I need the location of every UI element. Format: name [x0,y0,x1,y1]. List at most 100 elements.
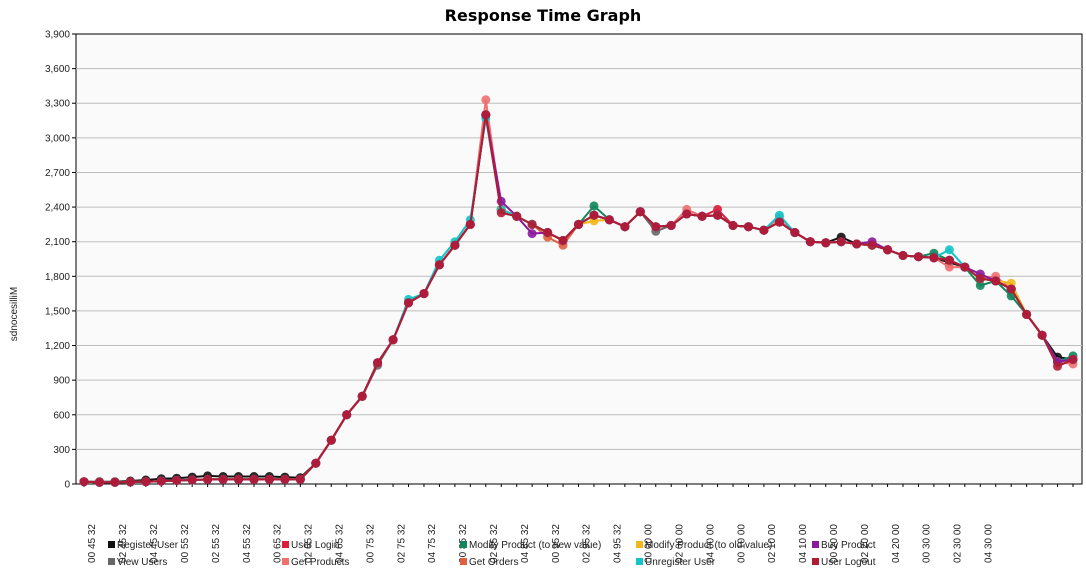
data-point [867,240,877,250]
chart-title: Response Time Graph [445,6,642,25]
data-point [975,281,985,290]
y-tick-label: 300 [53,445,70,456]
data-point [234,474,243,484]
data-point [836,237,846,247]
x-tick-label: 04 75 32 [427,524,438,563]
legend-label: Get Orders [469,557,518,568]
y-tick-label: 600 [53,410,70,421]
series-user-logout [79,110,1078,487]
data-point [141,477,151,487]
data-point [203,474,213,484]
legend-label: Unregister User [645,557,716,568]
x-tick-label: 02 65 32 [304,524,315,563]
data-point [1068,354,1078,364]
x-tick-label: 02 45 32 [118,524,129,563]
data-point [713,210,723,220]
data-point [264,474,274,484]
data-point [388,335,398,345]
data-point [944,255,954,265]
data-point [635,207,645,217]
data-point [357,391,367,401]
x-tick-label: 00 00 00 [644,524,655,563]
x-tick-label: 04 20 00 [891,524,902,563]
y-axis-label: sdnocesilliM [9,287,20,341]
x-tick-label: 02 10 00 [767,524,778,563]
data-point [558,236,568,245]
x-tick-label: 02 00 00 [674,524,685,563]
y-tick-label: 0 [64,480,70,491]
legend-swatch [282,558,289,565]
x-tick-label: 00 30 00 [922,524,933,563]
data-point [156,476,166,486]
data-point [295,474,305,484]
data-point [527,229,537,239]
legend-label: User Login [291,540,339,551]
x-tick-label: 02 95 32 [582,524,593,563]
data-point [975,274,985,284]
x-tick-label: 04 95 32 [613,524,624,563]
x-tick-label: 02 55 32 [211,524,222,563]
data-point [944,245,954,255]
legend-label: User Logout [821,557,876,568]
x-tick-label: 04 65 32 [334,524,345,563]
data-point [1037,330,1047,340]
x-tick-label: 04 10 00 [798,524,809,563]
data-point [744,222,753,232]
legend-swatch [460,541,467,548]
y-axis-ticks: 0 300 600 900 1,200 1,500 1,800 2,100 2,400 2,700… [45,30,76,491]
y-tick-label: 1,800 [45,272,70,283]
data-point [110,477,120,487]
data-point [79,477,89,487]
x-tick-label: 00 65 32 [273,524,284,563]
data-point [774,217,784,227]
y-tick-label: 2,100 [45,237,70,248]
data-point [373,358,383,368]
legend-swatch [108,541,115,548]
data-point [527,219,537,229]
y-tick-label: 1,500 [45,306,70,317]
data-point [728,221,738,230]
y-tick-label: 3,900 [45,30,70,41]
legend-label: Modify Product (to old value) [645,540,772,551]
data-point [543,228,553,237]
data-point [496,208,506,218]
data-point [311,458,321,468]
y-tick-label: 2,700 [45,168,70,179]
plot-area [75,33,1083,485]
x-axis-ticks: 00 45 32 02 45 32 04 45 32 00 55 32 02 55 32… [83,484,1074,563]
data-point [991,276,1001,286]
x-tick-label: 04 00 00 [705,524,716,563]
x-tick-label: 00 45 32 [87,524,98,563]
legend-label: Register User [117,540,179,551]
x-tick-label: 04 45 32 [149,524,160,563]
legend-swatch [282,541,289,548]
y-tick-label: 2,400 [45,203,70,214]
data-point [187,475,197,485]
data-point [1022,309,1032,319]
data-point [944,262,954,272]
data-point [434,260,444,270]
data-point [852,239,862,249]
data-point [774,210,784,220]
legend-swatch [636,558,643,565]
data-point [883,245,893,255]
data-point [249,474,259,484]
x-tick-label: 00 55 32 [180,524,191,563]
data-point [666,221,676,230]
data-point [326,435,336,445]
data-point [574,219,583,229]
data-point [604,215,614,225]
data-point [1053,361,1062,371]
data-point [759,225,769,235]
data-point [280,474,290,484]
data-point [651,222,661,232]
data-point [125,477,135,487]
data-point [465,219,475,229]
data-point [589,210,599,220]
data-point [342,410,352,420]
x-tick-label: 02 20 00 [860,524,871,563]
x-tick-label: 04 85 32 [520,524,531,563]
data-point [898,251,908,260]
data-point [914,252,923,262]
